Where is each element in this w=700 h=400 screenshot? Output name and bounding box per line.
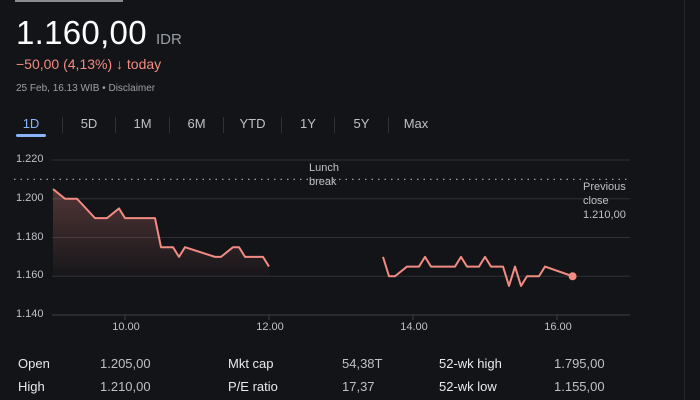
scrolled-header-underline (15, 0, 123, 2)
y-tick-label: 1.220 (16, 153, 44, 165)
stat-label-pe-ratio: P/E ratio (228, 379, 278, 394)
stat-value-high: 1.210,00 (100, 379, 151, 394)
stat-value-open: 1.205,00 (100, 356, 151, 371)
change-value: −50,00 (4,13%) (16, 56, 113, 72)
stat-value-52wk-low: 1.155,00 (554, 379, 605, 394)
previous-close-annotation: Previous close 1.210,00 (583, 180, 626, 222)
chart-canvas (14, 159, 630, 320)
time-range-tabs: 1D 5D 1M 6M YTD 1Y 5Y Max (0, 110, 443, 140)
stat-label-open: Open (18, 356, 50, 371)
stat-label-mkt-cap: Mkt cap (228, 356, 274, 371)
tab-1m[interactable]: 1M (133, 116, 152, 131)
tab-6m[interactable]: 6M (187, 116, 206, 131)
annotation-line: Lunch (309, 162, 339, 174)
current-price: 1.160,00 (16, 14, 147, 51)
panel-divider (684, 0, 685, 400)
y-tick-label: 1.160 (16, 269, 44, 281)
stats-row: High 1.210,00 P/E ratio 17,37 52-wk low … (0, 379, 684, 399)
tab-max[interactable]: Max (403, 116, 429, 131)
morning-price-line (52, 188, 270, 268)
annotation-line: Previous (583, 181, 626, 193)
stat-label-52wk-low: 52-wk low (439, 379, 497, 394)
currency-label: IDR (156, 31, 182, 48)
change-period: today (126, 56, 162, 72)
x-tick-label: 16.00 (544, 321, 572, 333)
x-tick-label: 10.00 (112, 321, 140, 333)
x-tick-label: 14.00 (400, 321, 428, 333)
disclaimer-link[interactable]: Disclaimer (108, 83, 156, 94)
tab-separator (334, 117, 335, 133)
timestamp: 25 Feb, 16.13 WIB (16, 83, 100, 94)
x-tick-label: 12.00 (256, 321, 284, 333)
price-chart[interactable]: 1.220 1.200 1.180 1.160 1.140 10.00 12.0… (0, 150, 684, 340)
tab-separator (115, 117, 116, 133)
price-change: −50,00 (4,13%) ↓ today (16, 56, 161, 72)
dot-separator: • (102, 83, 106, 94)
annotation-line: 1.210,00 (583, 209, 626, 221)
timestamp-line: 25 Feb, 16.13 WIB • Disclaimer (16, 83, 155, 94)
current-price-dot (568, 272, 577, 281)
morning-area-fill (53, 189, 269, 277)
annotation-line: break (309, 176, 337, 188)
x-tick-marks (124, 315, 558, 320)
tab-separator (169, 117, 170, 133)
annotation-line: close (583, 195, 609, 207)
tab-5d[interactable]: 5D (80, 116, 98, 131)
stat-label-52wk-high: 52-wk high (439, 356, 502, 371)
down-arrow-icon: ↓ (116, 56, 124, 72)
stat-label-high: High (18, 379, 45, 394)
stat-value-pe-ratio: 17,37 (342, 379, 375, 394)
tab-1d[interactable]: 1D (0, 110, 62, 140)
stat-value-52wk-high: 1.795,00 (554, 356, 605, 371)
tab-5y[interactable]: 5Y (353, 116, 370, 131)
lunch-break-annotation: Lunch break (309, 161, 339, 189)
afternoon-price-line (382, 255, 573, 287)
tab-separator (281, 117, 282, 133)
tab-1y[interactable]: 1Y (300, 116, 316, 131)
tab-separator (223, 117, 224, 133)
tab-separator (388, 117, 389, 133)
y-tick-label: 1.180 (16, 231, 44, 243)
y-tick-label: 1.140 (16, 308, 44, 320)
stats-row: Open 1.205,00 Mkt cap 54,38T 52-wk high … (0, 356, 684, 376)
tab-ytd[interactable]: YTD (239, 116, 266, 131)
y-tick-label: 1.200 (16, 192, 44, 204)
tab-separator (62, 117, 63, 133)
stat-value-mkt-cap: 54,38T (342, 356, 383, 371)
